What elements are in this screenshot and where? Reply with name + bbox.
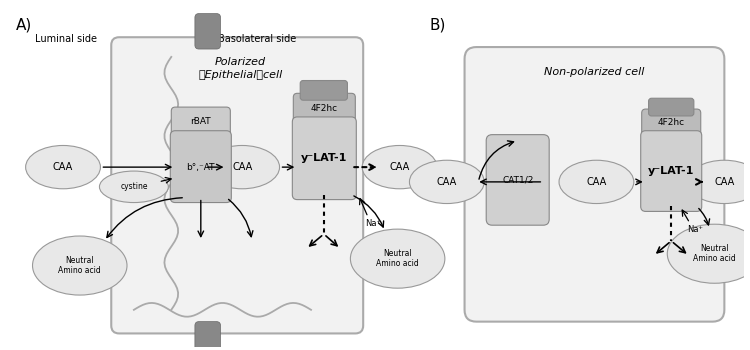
Ellipse shape [362,146,437,189]
Text: Neutral
Amino acid: Neutral Amino acid [58,256,101,275]
FancyBboxPatch shape [640,131,702,211]
Ellipse shape [100,171,168,203]
FancyBboxPatch shape [170,131,231,203]
Text: Na⁺: Na⁺ [365,219,381,228]
FancyBboxPatch shape [642,109,700,136]
Text: B): B) [429,18,445,33]
Text: CAT1/2: CAT1/2 [502,175,533,184]
Ellipse shape [559,160,634,204]
FancyBboxPatch shape [111,37,363,334]
Text: CAA: CAA [232,162,252,172]
Text: 4F2hc: 4F2hc [658,118,685,127]
Text: Non-polarized cell: Non-polarized cell [544,67,645,77]
FancyBboxPatch shape [464,47,724,322]
FancyBboxPatch shape [486,135,549,225]
Ellipse shape [687,160,750,204]
FancyBboxPatch shape [293,93,356,123]
Text: rBAT: rBAT [190,117,211,126]
Text: Neutral
Amino acid: Neutral Amino acid [376,249,419,268]
FancyBboxPatch shape [300,80,347,100]
Text: （Epithelial）cell: （Epithelial）cell [198,70,282,80]
Text: CAA: CAA [586,177,607,187]
Text: Basolateral side: Basolateral side [217,34,296,44]
Text: CAA: CAA [389,162,410,172]
FancyBboxPatch shape [195,14,220,49]
Text: CAA: CAA [714,177,734,187]
Ellipse shape [668,224,750,283]
Ellipse shape [26,146,100,189]
Text: A): A) [16,18,32,33]
Text: CAA: CAA [436,177,457,187]
Text: y⁻LAT-1: y⁻LAT-1 [648,166,694,176]
Text: Neutral
Amino acid: Neutral Amino acid [693,244,736,264]
Ellipse shape [205,146,280,189]
Text: b°,⁻AT: b°,⁻AT [187,163,215,172]
Text: Luminal side: Luminal side [35,34,98,44]
Text: cystine: cystine [120,182,148,191]
Ellipse shape [32,236,127,295]
Text: 4F2hc: 4F2hc [310,104,338,113]
Ellipse shape [410,160,485,204]
FancyBboxPatch shape [195,322,220,350]
FancyBboxPatch shape [649,98,694,116]
Text: Polarized: Polarized [214,57,266,67]
FancyBboxPatch shape [292,117,356,200]
FancyBboxPatch shape [171,107,230,136]
Text: y⁻LAT-1: y⁻LAT-1 [301,153,347,163]
Text: CAA: CAA [53,162,74,172]
Ellipse shape [350,229,445,288]
Text: Na⁺: Na⁺ [687,225,703,234]
